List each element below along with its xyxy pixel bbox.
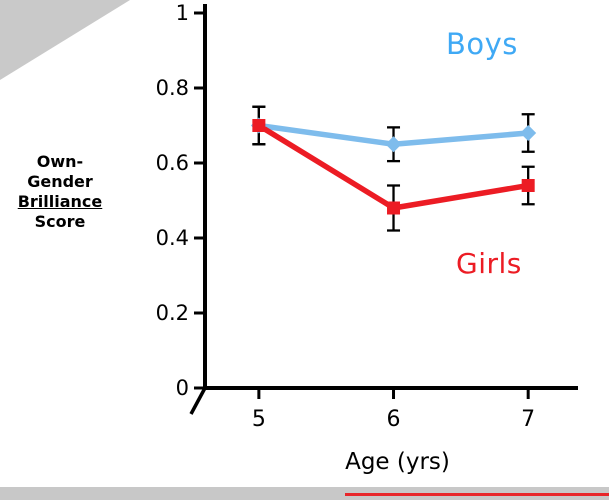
svg-text:6: 6: [387, 407, 401, 432]
svg-text:5: 5: [252, 407, 266, 432]
svg-text:7: 7: [521, 407, 535, 432]
x-axis-label: Age (yrs): [345, 449, 450, 475]
svg-text:0.8: 0.8: [156, 76, 189, 100]
svg-text:0.4: 0.4: [156, 226, 189, 250]
y-axis-label-line: Gender: [27, 172, 93, 191]
y-axis-label-line: Brilliance: [17, 192, 103, 211]
y-axis-label: Own- Gender Brilliance Score: [4, 152, 116, 232]
photo-background-bottom: [0, 487, 609, 500]
svg-text:0: 0: [176, 376, 189, 400]
cropped-red-line: [345, 493, 609, 496]
svg-text:1: 1: [176, 1, 189, 25]
y-axis-label-line: Score: [34, 212, 86, 231]
series-label-boys: Boys: [446, 27, 518, 61]
series-label-girls: Girls: [456, 247, 522, 280]
y-axis-label-line: Own-: [36, 152, 84, 171]
svg-text:0.2: 0.2: [156, 301, 189, 325]
svg-text:0.6: 0.6: [156, 151, 189, 175]
